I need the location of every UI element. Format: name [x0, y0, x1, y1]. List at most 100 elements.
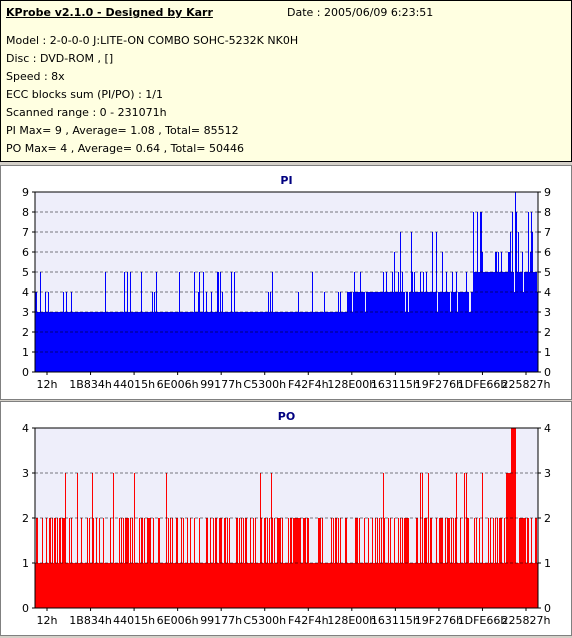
y-tick-label-right: 2 — [544, 512, 551, 525]
bar — [473, 212, 474, 372]
y-tick-label: 1 — [22, 557, 29, 570]
y-tick-label: 3 — [22, 306, 29, 319]
chart-title: PI — [280, 174, 292, 187]
x-tick-label: 225827h — [502, 614, 551, 627]
x-tick-label: 99177h — [200, 378, 242, 391]
bar — [507, 473, 508, 608]
bar — [134, 473, 135, 608]
model-line: Model : 2-0-0-0 J:LITE-ON COMBO SOHC-523… — [6, 34, 299, 47]
app-title: KProbe v2.1.0 - Designed by Karr — [6, 6, 213, 19]
x-tick-label: 1B834h — [69, 614, 112, 627]
x-tick-label: 44015h — [113, 378, 155, 391]
bar — [514, 428, 515, 608]
y-tick-label-right: 9 — [544, 186, 551, 199]
bar — [113, 473, 114, 608]
disc-line: Disc : DVD-ROM , [] — [6, 52, 114, 65]
x-tick-label: 12h — [37, 614, 58, 627]
bar — [518, 232, 519, 372]
y-tick-label-right: 8 — [544, 206, 551, 219]
x-tick-label: 163115h — [371, 614, 420, 627]
x-tick-label: F42F4h — [288, 378, 329, 391]
x-tick-label: 6E006h — [157, 378, 199, 391]
bar — [509, 473, 510, 608]
x-tick-label: 225827h — [502, 378, 551, 391]
chart-title: PO — [278, 410, 295, 423]
bar — [260, 473, 261, 608]
y-tick-label-right: 4 — [544, 422, 551, 435]
pi-chart: PI 0 0 1 1 2 2 3 3 4 4 5 5 6 6 7 7 8 8 9 9 12h 1B834h 44015h 6E0… — [22, 174, 551, 391]
base-band — [35, 563, 538, 608]
x-tick-label: 1B834h — [69, 378, 112, 391]
y-tick-label-right: 1 — [544, 557, 551, 570]
x-tick-label: C5300h — [243, 378, 286, 391]
bar — [510, 473, 511, 608]
x-tick-label: 1DFE66h — [458, 378, 508, 391]
y-tick-label: 0 — [22, 366, 29, 379]
y-tick-label: 6 — [22, 246, 29, 259]
x-tick-label: 128E00h — [327, 614, 376, 627]
bar — [422, 473, 423, 608]
y-tick-label-right: 2 — [544, 326, 551, 339]
bar — [532, 232, 533, 372]
x-tick-label: 163115h — [371, 378, 420, 391]
y-tick-label: 2 — [22, 326, 29, 339]
x-tick-label: 44015h — [113, 614, 155, 627]
bar — [383, 473, 384, 608]
bar — [510, 232, 511, 372]
bar — [400, 232, 401, 372]
y-tick-label: 4 — [22, 286, 29, 299]
po-summary-line: PO Max= 4 , Average= 0.64 , Total= 50446 — [6, 142, 244, 155]
y-tick-label: 3 — [22, 467, 29, 480]
bar — [166, 473, 167, 608]
y-tick-label-right: 5 — [544, 266, 551, 279]
x-tick-label: F42F4h — [288, 614, 329, 627]
bar — [271, 473, 272, 608]
bar — [506, 473, 507, 608]
plot-border — [34, 191, 539, 373]
y-tick-label-right: 0 — [544, 602, 551, 615]
scan-date: Date : 2005/06/09 6:23:51 — [287, 6, 434, 19]
y-tick-label-right: 1 — [544, 346, 551, 359]
bar — [92, 473, 93, 608]
bar — [456, 473, 457, 608]
bar — [420, 473, 421, 608]
y-tick-label: 9 — [22, 186, 29, 199]
bar — [482, 473, 483, 608]
y-tick-label-right: 7 — [544, 226, 551, 239]
y-tick-label: 7 — [22, 226, 29, 239]
bar — [428, 473, 429, 608]
bar — [436, 232, 437, 372]
bar — [65, 473, 66, 608]
pi-chart-panel: PI 0 0 1 1 2 2 3 3 4 4 5 5 6 6 7 7 8 8 9 9 12h 1B834h 44015h 6E0… — [0, 165, 572, 400]
po-chart: PO 0 0 1 1 2 2 3 3 4 4 12h 1B834h 44015h 6E006h 99177h C… — [22, 410, 551, 627]
y-tick-label-right: 3 — [544, 467, 551, 480]
y-tick-label-right: 3 — [544, 306, 551, 319]
x-tick-label: C5300h — [243, 614, 286, 627]
bar — [464, 473, 465, 608]
y-tick-label-right: 6 — [544, 246, 551, 259]
bar — [515, 192, 516, 372]
y-tick-label: 0 — [22, 602, 29, 615]
bar — [432, 232, 433, 372]
ecc-line: ECC blocks sum (PI/PO) : 1/1 — [6, 88, 163, 101]
pi-summary-line: PI Max= 9 , Average= 1.08 , Total= 85512 — [6, 124, 239, 137]
x-tick-label: 19F276h — [415, 614, 463, 627]
y-tick-label: 4 — [22, 422, 29, 435]
speed-line: Speed : 8x — [6, 70, 65, 83]
base-band — [35, 312, 538, 372]
bar — [528, 212, 529, 372]
x-tick-label: 1DFE66h — [458, 614, 508, 627]
y-tick-label-right: 4 — [544, 286, 551, 299]
bar — [508, 473, 509, 608]
x-tick-label: 99177h — [200, 614, 242, 627]
y-tick-label: 8 — [22, 206, 29, 219]
x-tick-label: 128E00h — [327, 378, 376, 391]
po-chart-panel: PO 0 0 1 1 2 2 3 3 4 4 12h 1B834h 44015h 6E006h 99177h C… — [0, 401, 572, 636]
x-tick-label: 12h — [37, 378, 58, 391]
bar — [411, 232, 412, 372]
info-panel: KProbe v2.1.0 - Designed by Karr Date : … — [0, 0, 572, 162]
y-tick-label: 1 — [22, 346, 29, 359]
bar — [77, 473, 78, 608]
y-tick-label: 5 — [22, 266, 29, 279]
range-line: Scanned range : 0 - 231071h — [6, 106, 167, 119]
